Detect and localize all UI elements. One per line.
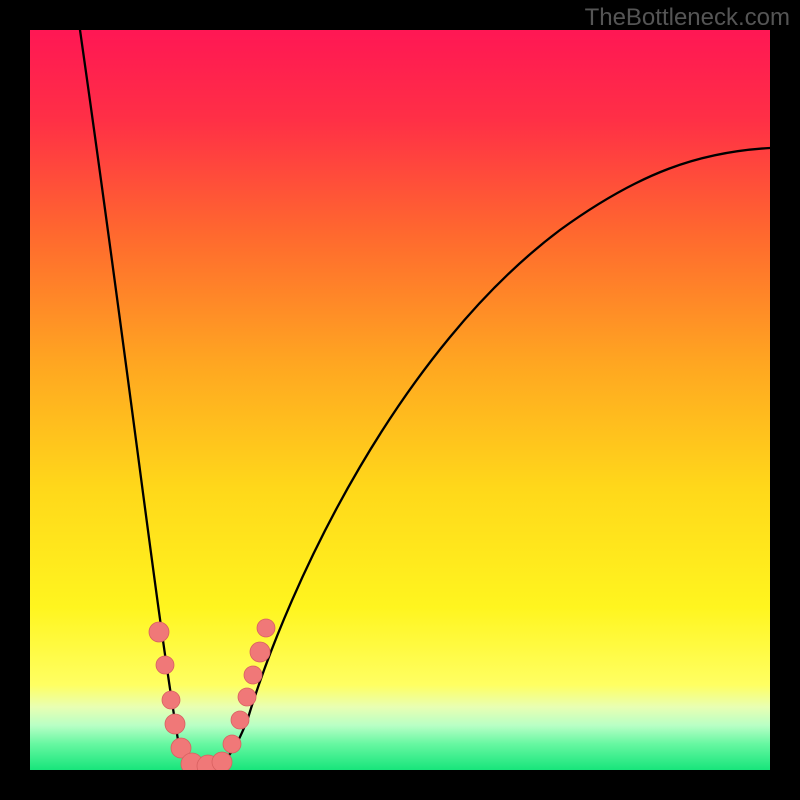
marker-point (223, 735, 241, 753)
marker-point (238, 688, 256, 706)
marker-point (231, 711, 249, 729)
marker-point (165, 714, 185, 734)
marker-point (156, 656, 174, 674)
marker-point (149, 622, 169, 642)
marker-point (212, 752, 232, 772)
bottleneck-chart (0, 0, 800, 800)
plot-area (30, 30, 770, 770)
marker-point (250, 642, 270, 662)
marker-point (244, 666, 262, 684)
marker-point (257, 619, 275, 637)
marker-point (162, 691, 180, 709)
chart-frame: TheBottleneck.com (0, 0, 800, 800)
watermark-text: TheBottleneck.com (585, 4, 790, 32)
